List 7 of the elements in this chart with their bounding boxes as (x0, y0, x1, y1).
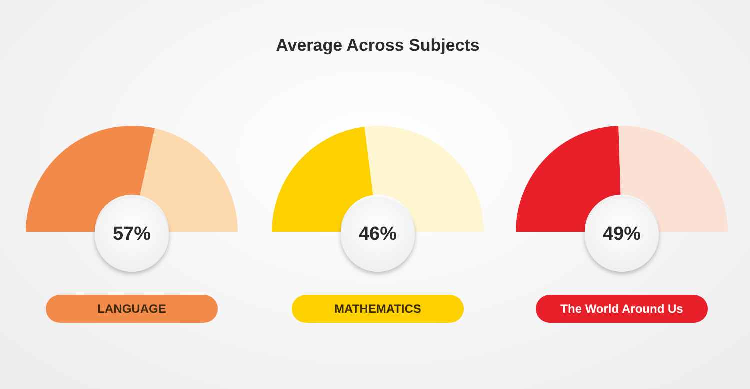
text: LANGUAGE (46, 295, 218, 323)
text: 46% (358, 223, 398, 247)
chart-title: Average Across Subjects (275, 36, 481, 56)
text: 49% (602, 223, 642, 247)
text: 57% (112, 223, 152, 247)
text: MATHEMATICS (292, 295, 464, 323)
text: The World Around Us (536, 295, 708, 323)
